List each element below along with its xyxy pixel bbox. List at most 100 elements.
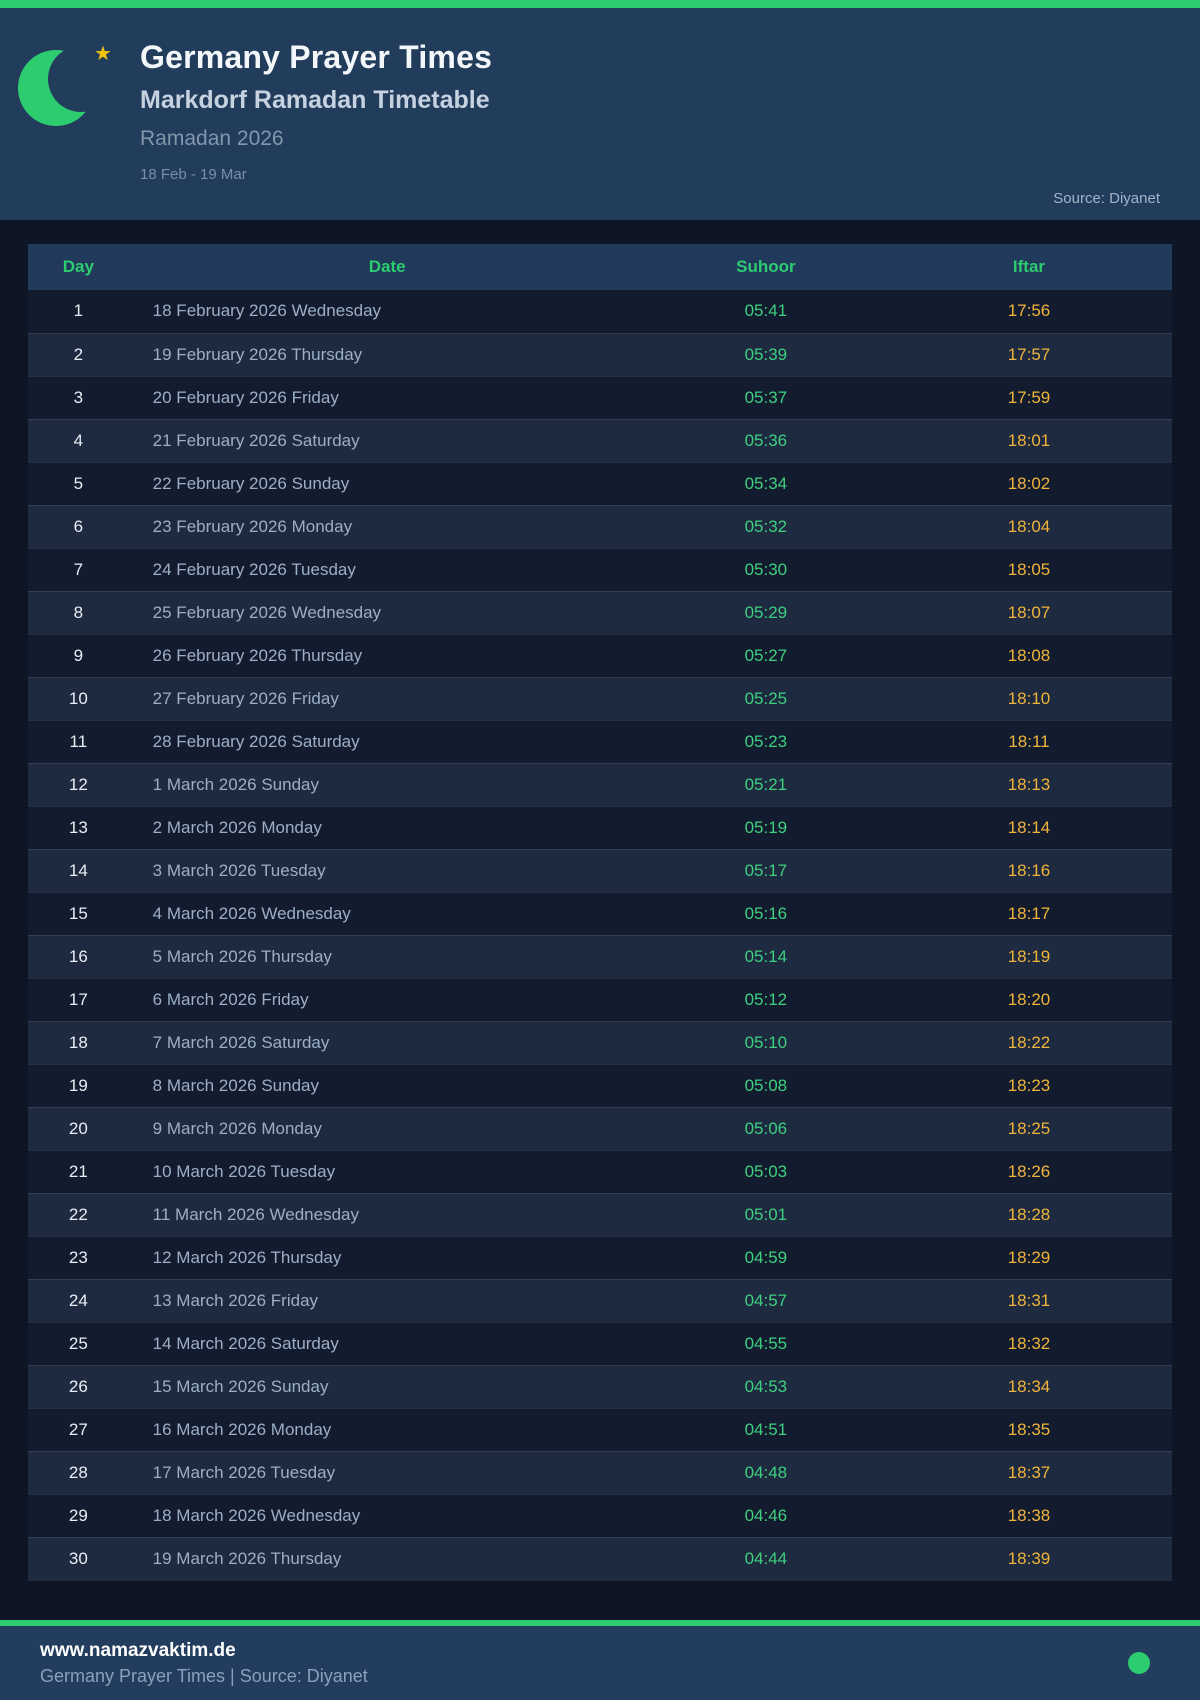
header-text-block: Germany Prayer Times Markdorf Ramadan Ti… xyxy=(40,8,1160,184)
table-row: 20 9 March 2026 Monday 05:06 18:25 xyxy=(28,1107,1172,1150)
table-row: 12 1 March 2026 Sunday 05:21 18:13 xyxy=(28,763,1172,806)
table-cell-day: 13 xyxy=(68,817,88,837)
table-cell-suhoor: 05:16 xyxy=(744,903,788,923)
table-cell-iftar: 18:13 xyxy=(1007,774,1051,794)
table-row: 24 13 March 2026 Friday 04:57 18:31 xyxy=(28,1279,1172,1322)
table-row: 5 22 February 2026 Sunday 05:34 18:02 xyxy=(28,462,1172,505)
table-cell-suhoor: 05:39 xyxy=(744,344,788,364)
table-cell-date: 1 March 2026 Sunday xyxy=(152,774,320,794)
table-cell-iftar: 18:01 xyxy=(1007,430,1051,450)
table-cell-day: 10 xyxy=(68,688,88,708)
table-cell-date: 19 March 2026 Thursday xyxy=(152,1548,342,1568)
table-cell-suhoor: 05:32 xyxy=(744,516,788,536)
table-section: Day Date Suhoor Iftar 1 18 February 2026 … xyxy=(0,220,1200,1620)
column-header-date: Date xyxy=(128,244,646,290)
star-icon: ★ xyxy=(94,43,112,65)
table-cell-day: 28 xyxy=(68,1462,88,1482)
table-row: 27 16 March 2026 Monday 04:51 18:35 xyxy=(28,1408,1172,1451)
table-row: 1 18 February 2026 Wednesday 05:41 17:56 xyxy=(28,290,1172,333)
table-row: 13 2 March 2026 Monday 05:19 18:14 xyxy=(28,806,1172,849)
table-row: 8 25 February 2026 Wednesday 05:29 18:07 xyxy=(28,591,1172,634)
footer: www.namazvaktim.de Germany Prayer Times … xyxy=(0,1626,1200,1700)
table-cell-date: 26 February 2026 Thursday xyxy=(152,645,363,665)
table-cell-iftar: 18:32 xyxy=(1007,1333,1051,1353)
table-cell-suhoor: 05:37 xyxy=(744,387,788,407)
table-cell-day: 23 xyxy=(68,1247,88,1267)
table-cell-date: 15 March 2026 Sunday xyxy=(152,1376,329,1396)
table-cell-date: 23 February 2026 Monday xyxy=(152,516,353,536)
table-cell-suhoor: 05:21 xyxy=(744,774,788,794)
table-cell-day: 18 xyxy=(68,1032,88,1052)
table-cell-date: 16 March 2026 Monday xyxy=(152,1419,332,1439)
source-label: Source: Diyanet xyxy=(1053,190,1160,207)
table-cell-day: 15 xyxy=(68,903,88,923)
table-cell-day: 5 xyxy=(73,473,84,493)
table-cell-suhoor: 05:17 xyxy=(744,860,788,880)
table-cell-suhoor: 05:41 xyxy=(744,301,788,321)
table-cell-suhoor: 04:53 xyxy=(744,1376,788,1396)
column-header-iftar: Iftar xyxy=(885,244,1172,290)
table-cell-suhoor: 05:12 xyxy=(744,989,788,1009)
table-cell-iftar: 18:34 xyxy=(1007,1376,1051,1396)
table-cell-day: 3 xyxy=(73,387,84,407)
table-row: 6 23 February 2026 Monday 05:32 18:04 xyxy=(28,505,1172,548)
table-row: 4 21 February 2026 Saturday 05:36 18:01 xyxy=(28,419,1172,462)
table-cell-day: 19 xyxy=(68,1075,88,1095)
table-cell-iftar: 18:14 xyxy=(1007,817,1051,837)
table-cell-date: 3 March 2026 Tuesday xyxy=(152,860,326,880)
table-cell-iftar: 18:37 xyxy=(1007,1462,1051,1482)
footer-accent-bar xyxy=(0,1620,1200,1626)
table-cell-iftar: 18:04 xyxy=(1007,516,1051,536)
table-cell-suhoor: 05:36 xyxy=(744,430,788,450)
table-cell-date: 10 March 2026 Tuesday xyxy=(152,1161,336,1181)
top-accent-bar xyxy=(0,0,1200,8)
table-cell-suhoor: 05:10 xyxy=(744,1032,788,1052)
table-cell-date: 12 March 2026 Thursday xyxy=(152,1247,342,1267)
page-title: Germany Prayer Times xyxy=(140,39,493,75)
table-cell-suhoor: 04:55 xyxy=(744,1333,788,1353)
table-cell-iftar: 18:28 xyxy=(1007,1204,1051,1224)
table-cell-day: 2 xyxy=(73,344,84,364)
table-cell-suhoor: 05:14 xyxy=(744,946,788,966)
table-cell-date: 13 March 2026 Friday xyxy=(152,1290,319,1310)
table-cell-date: 28 February 2026 Saturday xyxy=(152,731,360,751)
table-cell-day: 22 xyxy=(68,1204,88,1224)
table-cell-day: 30 xyxy=(68,1548,88,1568)
table-row: 19 8 March 2026 Sunday 05:08 18:23 xyxy=(28,1064,1172,1107)
table-cell-suhoor: 05:06 xyxy=(744,1118,788,1138)
table-cell-iftar: 18:08 xyxy=(1007,645,1051,665)
table-cell-day: 24 xyxy=(68,1290,88,1310)
table-row: 16 5 March 2026 Thursday 05:14 18:19 xyxy=(28,935,1172,978)
table-cell-day: 7 xyxy=(73,559,84,579)
table-cell-date: 18 March 2026 Wednesday xyxy=(152,1505,361,1525)
table-row: 9 26 February 2026 Thursday 05:27 18:08 xyxy=(28,634,1172,677)
table-cell-suhoor: 05:01 xyxy=(744,1204,788,1224)
table-row: 17 6 March 2026 Friday 05:12 18:20 xyxy=(28,978,1172,1021)
table-cell-date: 6 March 2026 Friday xyxy=(152,989,309,1009)
table-cell-day: 9 xyxy=(73,645,84,665)
table-cell-suhoor: 04:44 xyxy=(744,1548,788,1568)
date-range-label: 18 Feb - 19 Mar xyxy=(140,166,247,183)
table-cell-date: 8 March 2026 Sunday xyxy=(152,1075,320,1095)
column-header-suhoor: Suhoor xyxy=(645,244,886,290)
table-cell-date: 21 February 2026 Saturday xyxy=(152,430,360,450)
table-cell-iftar: 18:16 xyxy=(1007,860,1051,880)
table-cell-suhoor: 04:51 xyxy=(744,1419,788,1439)
table-cell-iftar: 18:19 xyxy=(1007,946,1051,966)
table-cell-day: 25 xyxy=(68,1333,88,1353)
table-cell-day: 1 xyxy=(73,301,84,321)
header-row: Day Date Suhoor Iftar xyxy=(28,244,1172,290)
table-row: 23 12 March 2026 Thursday 04:59 18:29 xyxy=(28,1236,1172,1279)
table-cell-suhoor: 05:29 xyxy=(744,602,788,622)
green-dot-icon xyxy=(1128,1652,1150,1674)
ramadan-year-label: Ramadan 2026 xyxy=(140,127,284,150)
table-cell-iftar: 18:11 xyxy=(1008,731,1050,751)
table-cell-date: 7 March 2026 Saturday xyxy=(152,1032,330,1052)
table-cell-day: 27 xyxy=(68,1419,88,1439)
website-url: www.namazvaktim.de xyxy=(40,1639,236,1661)
table-cell-date: 18 February 2026 Wednesday xyxy=(152,301,382,321)
table-cell-iftar: 17:59 xyxy=(1007,387,1051,407)
table-cell-date: 27 February 2026 Friday xyxy=(152,688,339,708)
table-cell-suhoor: 04:59 xyxy=(744,1247,788,1267)
table-row: 14 3 March 2026 Tuesday 05:17 18:16 xyxy=(28,849,1172,892)
